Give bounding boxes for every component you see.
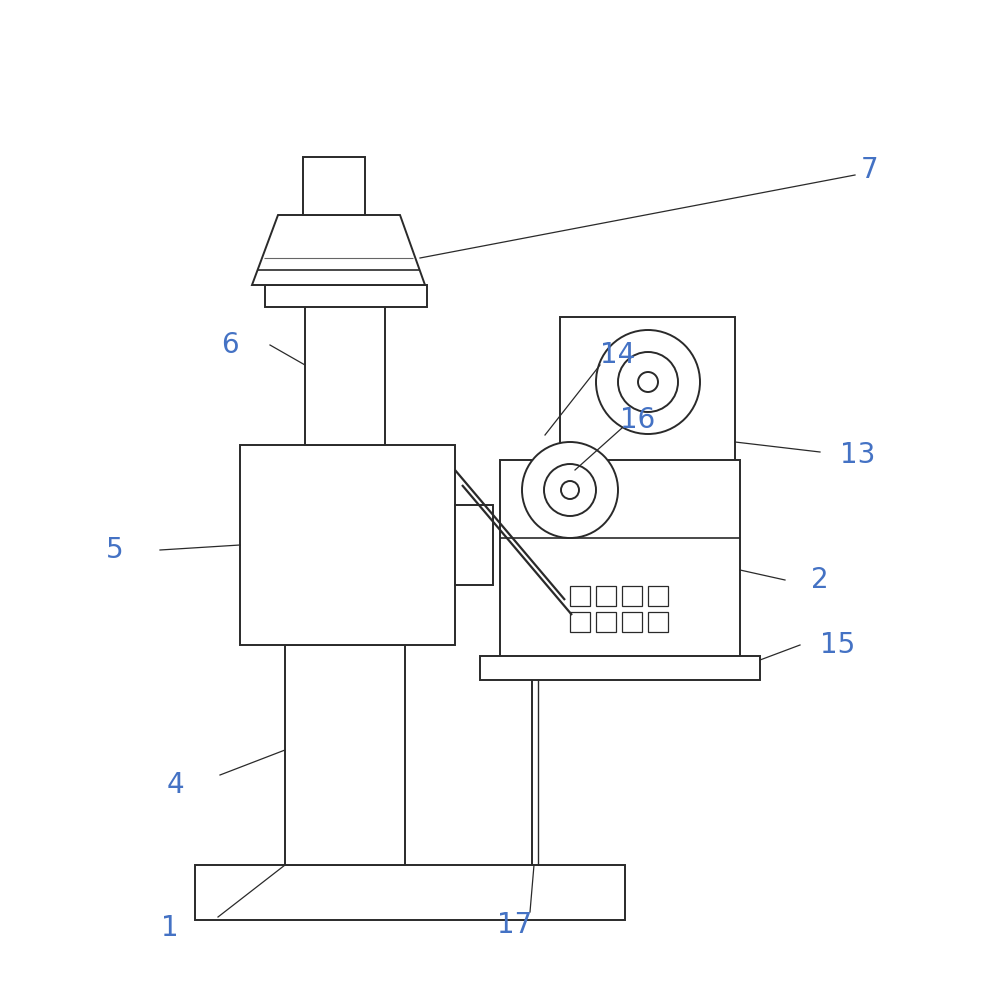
Bar — [570, 612, 590, 632]
Bar — [195, 865, 625, 920]
Bar — [303, 157, 365, 215]
Text: 7: 7 — [861, 156, 879, 184]
Bar — [596, 612, 616, 632]
Bar — [648, 612, 668, 632]
Text: 1: 1 — [162, 914, 179, 942]
Text: 17: 17 — [497, 911, 533, 939]
Text: 15: 15 — [821, 631, 856, 659]
Circle shape — [638, 372, 658, 392]
Bar — [305, 305, 385, 445]
Circle shape — [596, 330, 700, 434]
Bar — [570, 586, 590, 606]
Bar — [285, 645, 405, 865]
Circle shape — [522, 442, 618, 538]
Text: 16: 16 — [621, 406, 656, 434]
Text: 5: 5 — [106, 536, 124, 564]
Text: 6: 6 — [222, 331, 238, 359]
Circle shape — [561, 481, 579, 499]
Bar — [240, 445, 455, 645]
Polygon shape — [252, 215, 425, 285]
Bar — [455, 505, 493, 585]
Bar — [648, 586, 668, 606]
Bar — [560, 317, 735, 465]
Text: 2: 2 — [812, 566, 828, 594]
Bar — [596, 586, 616, 606]
Bar — [622, 586, 642, 606]
Circle shape — [618, 352, 678, 412]
Text: 13: 13 — [840, 441, 876, 469]
Bar — [480, 656, 760, 680]
Bar — [265, 285, 427, 307]
Bar — [500, 460, 740, 660]
Text: 14: 14 — [601, 341, 635, 369]
Circle shape — [544, 464, 596, 516]
Text: 4: 4 — [166, 771, 184, 799]
Bar — [622, 612, 642, 632]
